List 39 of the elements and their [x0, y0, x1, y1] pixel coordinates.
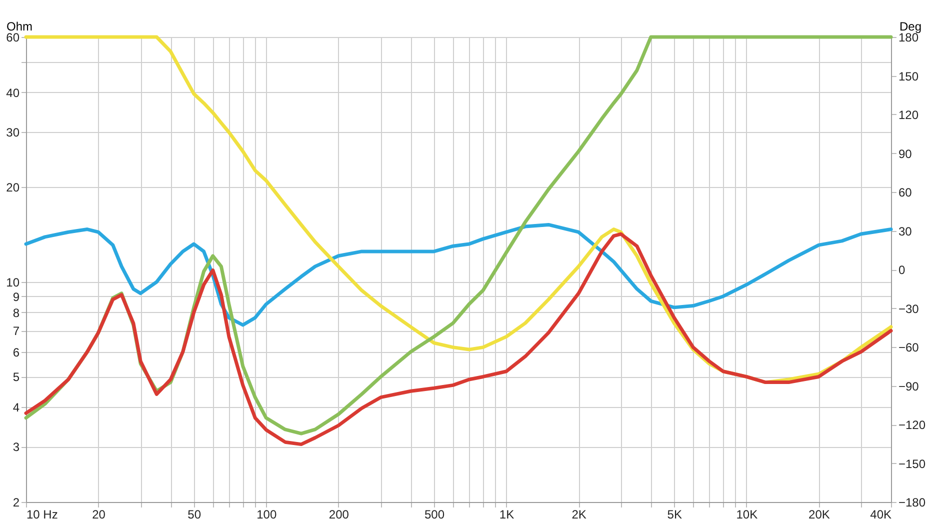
x-tick-label: 100 — [256, 508, 277, 522]
x-tick-label: 200 — [328, 508, 350, 522]
x-tick-label: 50 — [188, 508, 202, 522]
y-tick-label: 4 — [12, 400, 20, 415]
y2-tick-label: −30 — [898, 302, 920, 316]
y-tick-label: 6 — [12, 345, 20, 360]
x-tick-label: 500 — [424, 508, 445, 522]
y2-tick-label: −90 — [898, 379, 920, 394]
y-tick-label: 40 — [6, 86, 20, 100]
y2-tick-label: 60 — [898, 186, 912, 200]
y2-tick-label: −120 — [898, 418, 926, 432]
y2-tick-label: 150 — [898, 69, 919, 84]
y2-tick-label: 120 — [898, 108, 919, 122]
y-tick-label: 8 — [12, 306, 20, 320]
x-tick-label: 5K — [667, 508, 682, 522]
y-tick-label: 9 — [12, 290, 20, 304]
x-tick-label: 10 Hz — [26, 508, 58, 522]
y2-tick-label: 30 — [898, 224, 912, 238]
x-tick-label: 40K — [870, 508, 892, 522]
y2-axis-title: Deg — [899, 20, 922, 34]
y2-tick-label: −150 — [898, 456, 926, 471]
x-tick-label: 20K — [808, 508, 830, 522]
x-tick-label: 1K — [499, 508, 514, 522]
x-tick-label: 10K — [736, 508, 758, 522]
y-tick-label: 20 — [6, 180, 20, 195]
y-axis-title: Ohm — [6, 20, 33, 34]
x-tick-label: 20 — [92, 508, 106, 522]
y-tick-label: 60 — [6, 30, 20, 44]
y-tick-label: 2 — [12, 496, 20, 510]
y-tick-label: 3 — [12, 440, 20, 454]
y2-tick-label: −180 — [898, 496, 926, 510]
x-tick-label: 2K — [572, 508, 586, 522]
y-tick-label: 10 — [6, 275, 20, 290]
y-tick-label: 5 — [12, 370, 20, 384]
y2-tick-label: 90 — [898, 146, 912, 161]
y2-tick-label: 0 — [898, 263, 906, 277]
y-tick-label: 7 — [12, 324, 20, 338]
y2-tick-label: −60 — [898, 340, 920, 354]
y-tick-label: 30 — [6, 125, 20, 140]
